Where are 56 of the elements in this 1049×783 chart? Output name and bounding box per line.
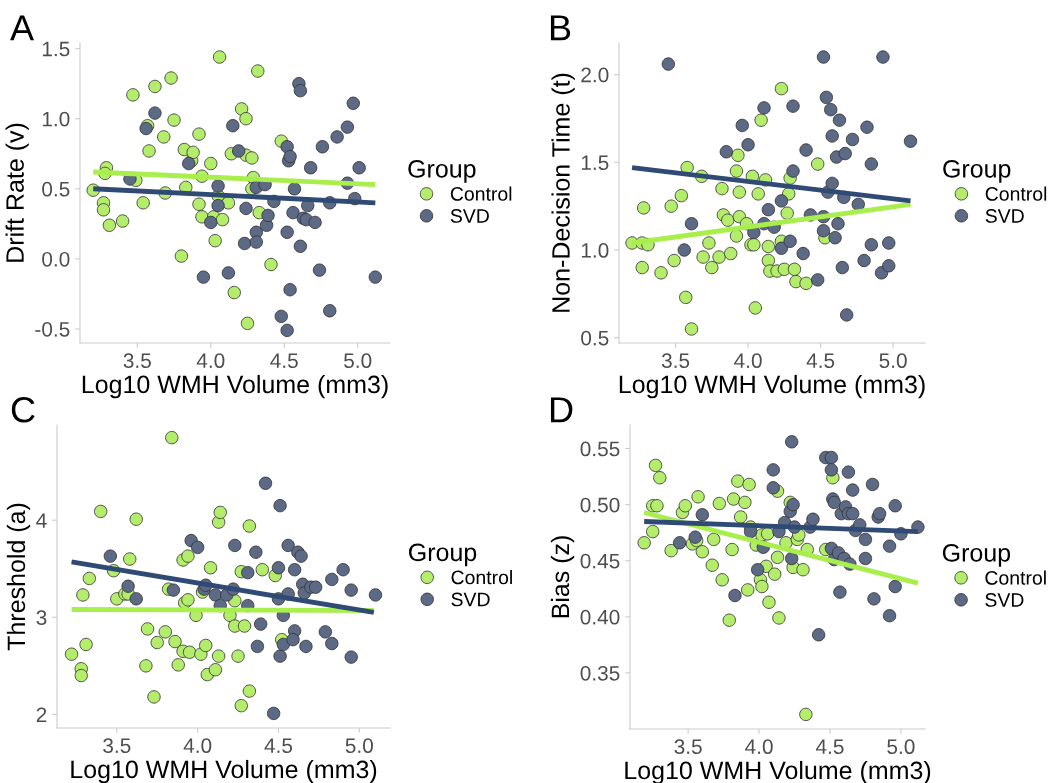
x-tick-label: 4.0 xyxy=(745,739,773,755)
x-tick-label: 4.5 xyxy=(806,353,835,369)
y-tick-label: 0.50 xyxy=(580,497,620,513)
legend-label: SVD xyxy=(985,209,1024,223)
x-tick-label: 5.0 xyxy=(887,739,915,755)
x-tick-label: 5.0 xyxy=(344,353,372,369)
chart-title: A xyxy=(10,15,35,41)
x-tick-label: 3.5 xyxy=(123,353,151,369)
x-axis-title: Log10 WMH Volume (mm3) xyxy=(82,374,388,399)
legend-title: Group xyxy=(409,543,477,567)
y-tick-label: 0.55 xyxy=(580,441,620,457)
x-tick-label: 4.5 xyxy=(264,738,293,754)
legend-title: Group xyxy=(943,159,1011,183)
legend-label: Control xyxy=(985,570,1046,585)
y-tick-label: 0.35 xyxy=(580,665,620,681)
x-tick-label: 3.5 xyxy=(674,739,702,755)
y-tick-label: 0.45 xyxy=(580,553,620,569)
y-axis-title: Non-Decision Time (t) xyxy=(551,73,575,312)
x-axis-title: Log10 WMH Volume (mm3) xyxy=(619,374,925,399)
y-tick-label: 0.5 xyxy=(42,181,70,197)
legend-label: Control xyxy=(450,186,512,201)
y-tick-label: 4 xyxy=(36,513,47,528)
y-tick-label: 0.5 xyxy=(581,330,609,346)
x-tick-label: 4.0 xyxy=(196,353,225,369)
x-tick-label: 5.0 xyxy=(345,738,373,754)
y-tick-label: 2 xyxy=(36,707,47,722)
x-tick-label: 4.0 xyxy=(734,353,762,369)
x-tick-label: 3.5 xyxy=(661,353,690,369)
x-tick-label: 4.5 xyxy=(270,353,298,369)
legend-label: Control xyxy=(985,186,1047,201)
legend-label: SVD xyxy=(451,592,490,607)
y-tick-label: 1.5 xyxy=(581,155,609,171)
chart-title: B xyxy=(550,15,571,41)
y-tick-label: 3 xyxy=(36,610,47,626)
legend-label: Control xyxy=(451,570,512,585)
y-tick-label: 0.0 xyxy=(42,251,70,267)
chart-title: D xyxy=(550,397,573,423)
y-tick-label: 1.0 xyxy=(581,243,609,258)
y-axis-title: Drift Rate (v) xyxy=(5,123,29,262)
y-tick-label: 1.5 xyxy=(42,41,70,57)
legend-title: Group xyxy=(942,543,1011,567)
legend-label: SVD xyxy=(450,209,489,223)
y-tick-label: 0.40 xyxy=(580,609,620,625)
y-tick-label: 1.0 xyxy=(42,111,70,127)
y-axis-title: Bias (z) xyxy=(550,536,575,618)
y-tick-label: -0.5 xyxy=(35,321,70,337)
y-tick-label: 2.0 xyxy=(581,67,609,83)
x-tick-label: 4.5 xyxy=(815,739,844,755)
x-tick-label: 3.5 xyxy=(103,738,131,754)
x-tick-label: 5.0 xyxy=(879,353,907,369)
x-tick-label: 4.0 xyxy=(183,738,212,754)
x-axis-title: Log10 WMH Volume (mm3) xyxy=(71,759,377,783)
legend-label: SVD xyxy=(985,593,1024,607)
chart-title: C xyxy=(11,397,35,423)
y-axis-title: Threshold (a) xyxy=(6,503,31,651)
legend-title: Group xyxy=(408,159,476,183)
